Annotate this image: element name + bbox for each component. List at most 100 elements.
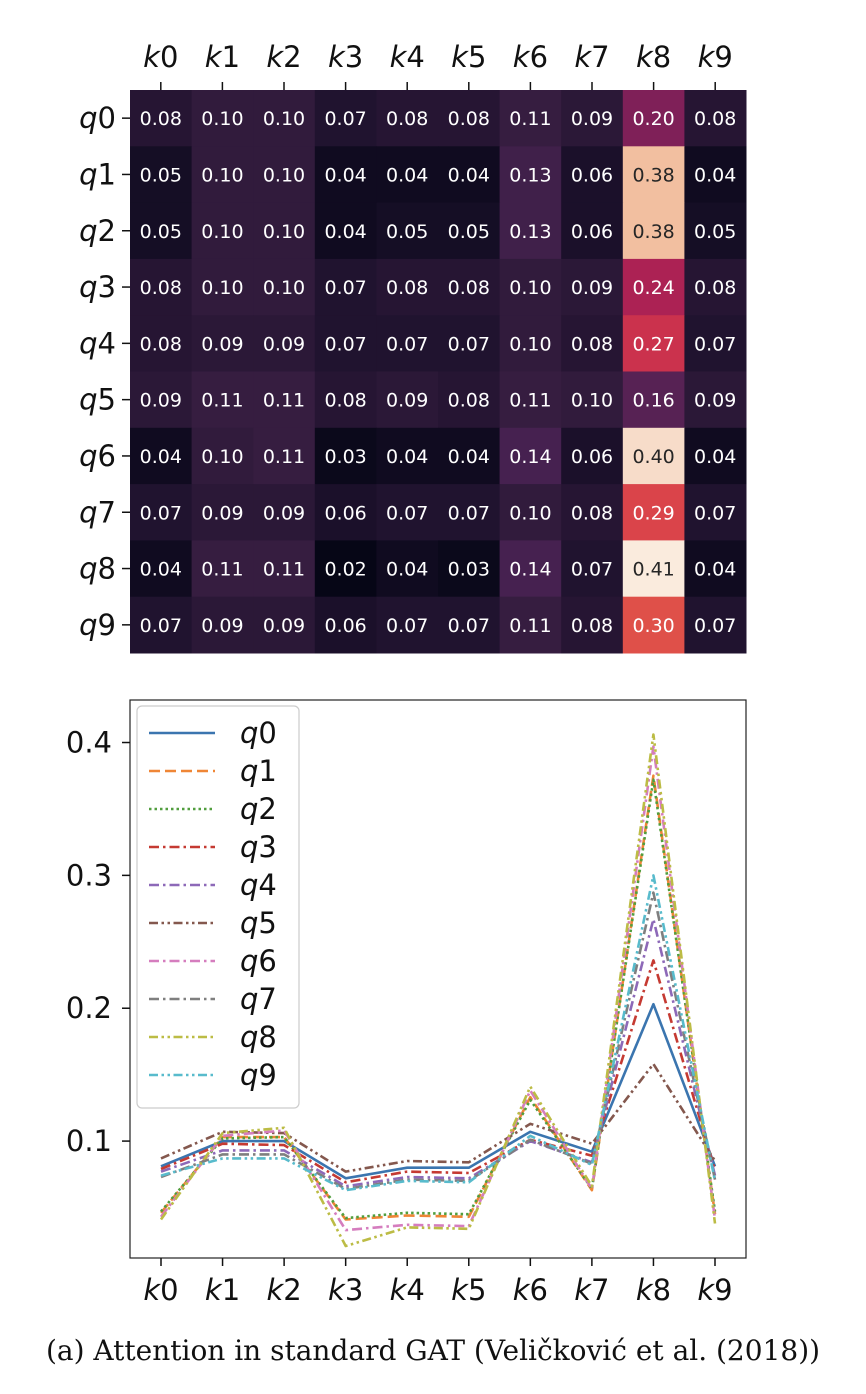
heatmap-cell [684, 90, 747, 147]
x-tick-label: k1 [205, 1273, 240, 1307]
heatmap-cell-label: 0.06 [571, 221, 613, 243]
heatmap-cell-label: 0.07 [324, 277, 366, 299]
heatmap-cell [191, 146, 254, 204]
heatmap-cell-label: 0.06 [571, 446, 613, 468]
heatmap-cell-label: 0.09 [263, 615, 305, 637]
heatmap-cell [130, 371, 193, 429]
heatmap-cell-label: 0.07 [324, 333, 366, 355]
heatmap-cell [561, 315, 624, 372]
heatmap-cell-label: 0.07 [694, 615, 736, 637]
heatmap-cell [622, 202, 685, 260]
heatmap-cell-label: 0.06 [571, 164, 613, 186]
x-tick-label: k6 [513, 1273, 548, 1307]
heatmap-cell [130, 202, 193, 260]
heatmap-cell [376, 315, 439, 372]
heatmap-cell [191, 202, 254, 260]
heatmap-cell-label: 0.07 [324, 108, 366, 130]
heatmap-cell [684, 427, 747, 485]
heatmap-cell [684, 596, 747, 654]
legend: q0 q1 q2 q3 q4 q5 q6 q7 q8 q9 [136, 705, 300, 1109]
heatmap-cell-label: 0.10 [201, 108, 243, 130]
heatmap-cell-label: 0.08 [448, 108, 490, 130]
heatmap-cell-label: 0.03 [324, 446, 366, 468]
heatmap-x-tick-label: k7 [574, 40, 609, 74]
heatmap-cell [499, 202, 562, 260]
heatmap-cell [622, 427, 685, 485]
heatmap-cell-label: 0.16 [632, 390, 674, 412]
heatmap-cell-label: 0.40 [632, 446, 674, 468]
heatmap-cell-label: 0.04 [694, 559, 736, 581]
heatmap-cell [376, 427, 439, 485]
heatmap-cell [253, 596, 316, 654]
series-line-q7 [160, 891, 717, 1191]
heatmap-cell-label: 0.05 [386, 221, 428, 243]
legend-label: q7 [240, 982, 277, 1016]
line-chart: 0.1 0.2 0.3 0.4 k0 k1 k2 k3 k4 k5 k6 k7 k8 k9 q0 q1 q2 q3… [66, 699, 747, 1307]
series-line-q2 [160, 778, 717, 1220]
heatmap-cell [253, 315, 316, 372]
heatmap-cell-label: 0.07 [448, 333, 490, 355]
heatmap-cell-label: 0.07 [694, 333, 736, 355]
heatmap-cell [376, 146, 439, 204]
heatmap-cell [684, 371, 747, 429]
legend-label: q8 [240, 1020, 277, 1054]
heatmap-cell [499, 90, 562, 147]
heatmap-cell-label: 0.10 [263, 277, 305, 299]
heatmap-cell-label: 0.09 [694, 390, 736, 412]
heatmap-cell [438, 427, 501, 485]
heatmap-cell [561, 90, 624, 147]
heatmap-cell-label: 0.07 [140, 615, 182, 637]
series-line-q4 [160, 917, 717, 1188]
heatmap-cell [561, 540, 624, 598]
heatmap-cell-label: 0.11 [263, 390, 305, 412]
series-line-q5 [160, 1062, 717, 1173]
heatmap-cell [191, 90, 254, 147]
heatmap-cell [191, 315, 254, 372]
heatmap-cell-label: 0.08 [448, 390, 490, 412]
heatmap-cell [438, 371, 501, 429]
heatmap-y-tick-label: q3 [79, 270, 116, 304]
heatmap-cell [191, 596, 254, 654]
x-tick-label: k5 [451, 1273, 486, 1307]
heatmap-cell-label: 0.04 [448, 164, 490, 186]
heatmap-cell-label: 0.08 [386, 108, 428, 130]
x-tick-label: k8 [636, 1273, 671, 1307]
heatmap-cell [130, 146, 193, 204]
x-tick-label: k2 [266, 1273, 301, 1307]
heatmap-cell-label: 0.11 [263, 446, 305, 468]
heatmap-cell-label: 0.08 [571, 502, 613, 524]
heatmap-cell [253, 427, 316, 485]
heatmap-cell [314, 484, 377, 541]
heatmap-cell [622, 540, 685, 598]
heatmap-cell [191, 540, 254, 598]
heatmap-x-tick-label: k9 [698, 40, 733, 74]
heatmap-y-tick-label: q6 [79, 439, 116, 473]
heatmap-x-tick-label: k4 [390, 40, 425, 74]
heatmap-cell [253, 202, 316, 260]
heatmap-cell [191, 427, 254, 485]
heatmap-cell [376, 90, 439, 147]
heatmap-cell [684, 315, 747, 372]
heatmap-cell-label: 0.05 [140, 221, 182, 243]
heatmap-cell-label: 0.06 [324, 615, 366, 637]
heatmap-cell [438, 315, 501, 372]
heatmap-cell-label: 0.08 [140, 333, 182, 355]
heatmap-cell [130, 315, 193, 372]
heatmap-cell-label: 0.11 [201, 390, 243, 412]
heatmap-cell-label: 0.08 [571, 333, 613, 355]
heatmap-y-tick-label: q7 [79, 495, 116, 529]
heatmap-cell-label: 0.10 [509, 277, 551, 299]
heatmap-cell-label: 0.09 [201, 333, 243, 355]
heatmap-cell [561, 371, 624, 429]
plot-frame [129, 699, 747, 1259]
heatmap-cell-label: 0.04 [694, 164, 736, 186]
heatmap-cell-label: 0.05 [140, 164, 182, 186]
heatmap-cell [376, 371, 439, 429]
heatmap-y-tick-label: q1 [79, 157, 116, 191]
heatmap-cell [561, 146, 624, 204]
heatmap-cell-label: 0.07 [386, 333, 428, 355]
heatmap-cell [253, 540, 316, 598]
heatmap-cell-label: 0.08 [324, 390, 366, 412]
heatmap-cell-label: 0.08 [694, 108, 736, 130]
heatmap-cell-label: 0.04 [324, 221, 366, 243]
